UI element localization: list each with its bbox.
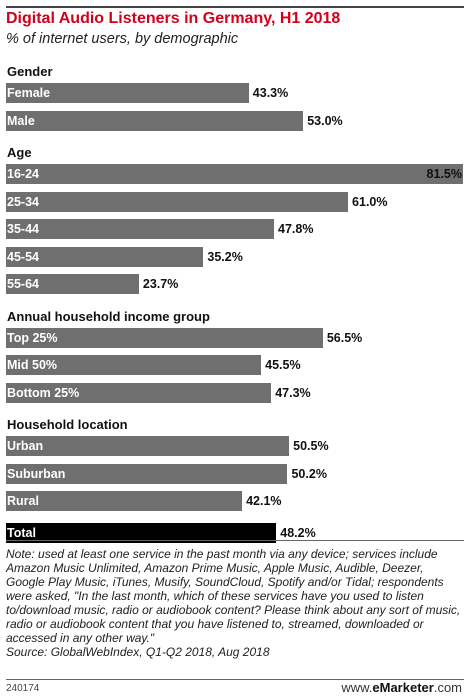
bar	[6, 327, 323, 348]
value-label: 50.2%	[291, 466, 327, 481]
bar	[6, 274, 139, 294]
brand-prefix: www.	[341, 680, 373, 695]
bar-label: 45-54	[7, 249, 39, 264]
brand-name: eMarketer	[372, 680, 434, 695]
bar-label: Mid 50%	[7, 358, 58, 372]
top-rule	[6, 6, 464, 8]
bar-label: Total	[7, 525, 36, 540]
value-label: 50.5%	[293, 439, 329, 453]
group-label: Annual household income group	[7, 308, 210, 324]
bar	[6, 382, 272, 403]
value-label: 47.3%	[275, 385, 311, 400]
value-label: 23.7%	[142, 277, 179, 291]
value-label: 53.0%	[307, 113, 343, 128]
bar-label: 16-24	[7, 167, 39, 181]
value-label: 42.1%	[246, 494, 282, 508]
bar	[6, 164, 463, 184]
value-label: 43.3%	[252, 86, 289, 100]
value-label: 45.5%	[265, 358, 301, 372]
bar-label: Female	[7, 86, 51, 100]
bar	[6, 110, 304, 131]
footer-rule	[6, 679, 464, 680]
chart-subtitle: % of internet users, by demographic	[6, 31, 239, 47]
bar-label: 25-34	[7, 194, 39, 209]
chart-bottom-rule	[6, 540, 464, 541]
group-label: Household location	[7, 417, 128, 432]
value-label: 48.2%	[280, 525, 316, 540]
bar	[6, 436, 290, 456]
bar	[6, 191, 349, 212]
footnote: Note: used at least one service in the p…	[6, 547, 464, 659]
bar-label: 55-64	[7, 277, 39, 291]
bar-label: Urban	[7, 439, 44, 453]
value-label: 47.8%	[278, 222, 314, 236]
value-label: 61.0%	[352, 194, 388, 209]
brand-suffix: .com	[433, 680, 462, 695]
value-label: 81.5%	[426, 167, 462, 181]
bar-chart: Gender Female 43.3% Male 53.0% Age 16-24 81.5% 2…	[6, 64, 463, 543]
bar-label: Bottom 25%	[7, 385, 80, 400]
bar-label: Rural	[7, 494, 39, 508]
bar	[6, 491, 243, 511]
group-label: Gender	[7, 64, 53, 79]
bar	[6, 246, 204, 267]
value-label: 56.5%	[326, 330, 363, 345]
chart-title: Digital Audio Listeners in Germany, H1 2…	[6, 10, 341, 27]
note-text: Note: used at least one service in the p…	[6, 547, 461, 645]
source-text: Source: GlobalWebIndex, Q1-Q2 2018, Aug …	[6, 645, 270, 659]
bar-label: Male	[7, 113, 35, 128]
bar-label: 35-44	[7, 222, 39, 236]
bar	[6, 83, 249, 103]
group-label: Age	[7, 145, 32, 160]
bar	[6, 522, 277, 543]
value-label: 35.2%	[207, 249, 243, 264]
bar	[6, 355, 262, 375]
bar-label: Top 25%	[7, 330, 58, 345]
chart-id: 240174	[6, 683, 40, 694]
bar-label: Suburban	[7, 466, 66, 481]
bar	[6, 463, 288, 484]
bar	[6, 219, 275, 239]
brand-logo: www.eMarketer.com	[341, 680, 462, 695]
